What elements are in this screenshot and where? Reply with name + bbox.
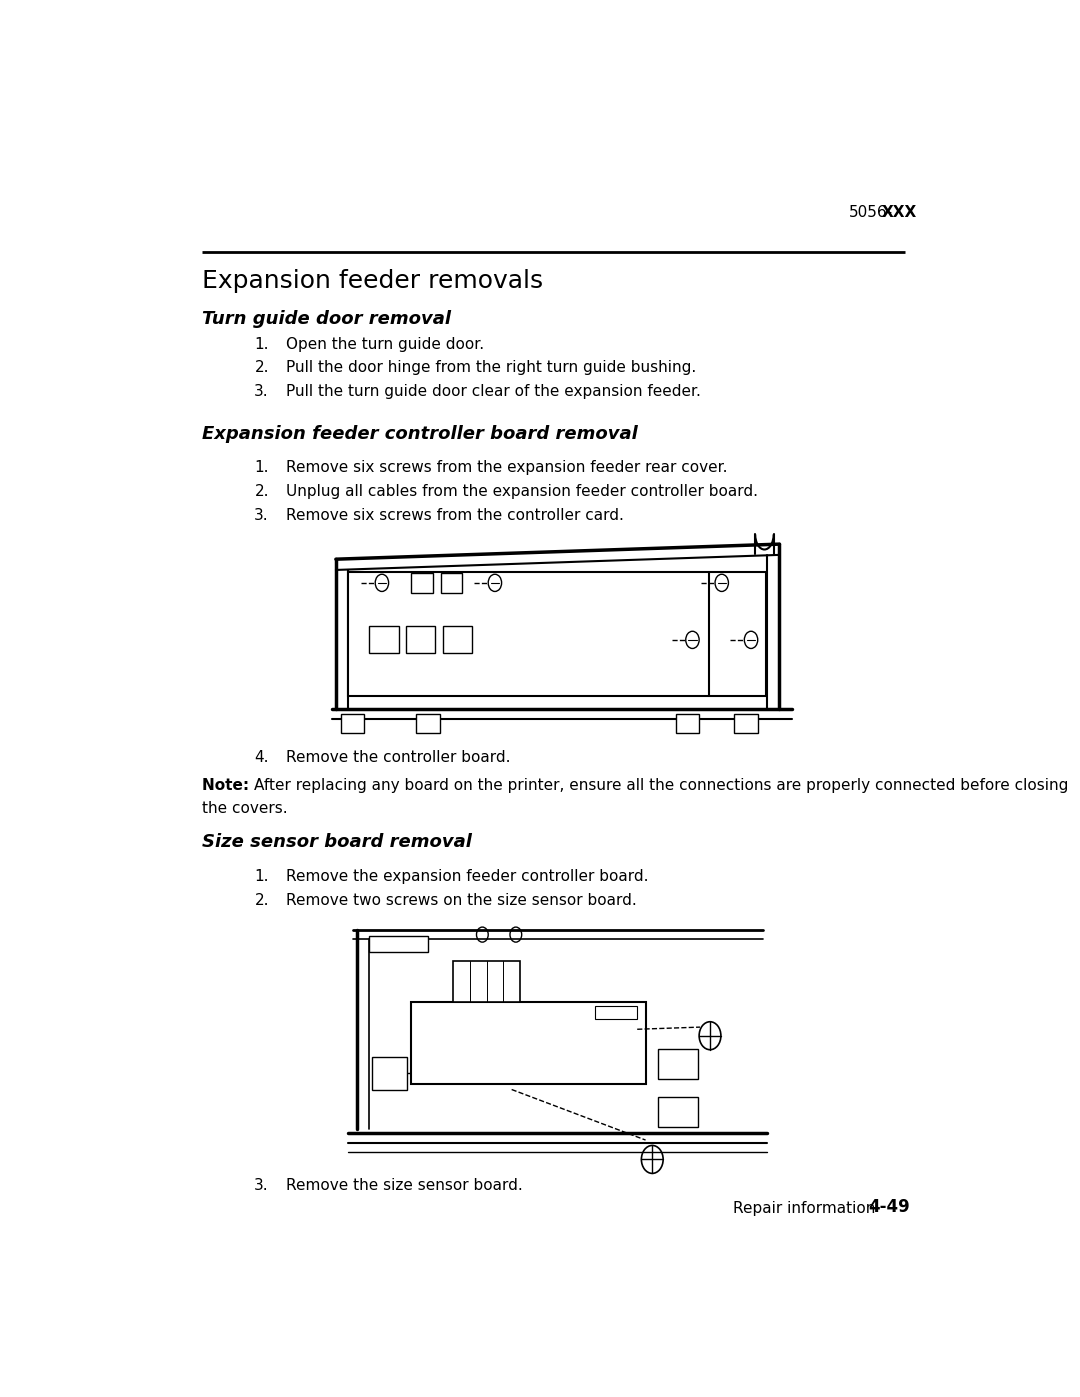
Text: 2.: 2. [255,893,269,908]
Text: Repair information: Repair information [733,1201,876,1217]
Text: Expansion feeder controller board removal: Expansion feeder controller board remova… [202,425,637,443]
Bar [369,626,399,652]
Text: 1.: 1. [255,337,269,352]
Text: Remove the expansion feeder controller board.: Remove the expansion feeder controller b… [285,869,648,884]
Bar [443,626,472,652]
Text: 3.: 3. [254,1178,269,1193]
Text: Remove six screws from the expansion feeder rear cover.: Remove six screws from the expansion fee… [285,460,727,475]
Text: Pull the door hinge from the right turn guide bushing.: Pull the door hinge from the right turn … [285,360,696,376]
Text: XXX: XXX [881,205,917,221]
Text: 3.: 3. [254,507,269,522]
Text: the covers.: the covers. [202,802,287,816]
Text: After replacing any board on the printer, ensure all the connections are properl: After replacing any board on the printer… [254,778,1068,792]
Bar [372,1058,407,1090]
Text: Unplug all cables from the expansion feeder controller board.: Unplug all cables from the expansion fee… [285,483,758,499]
Text: Remove the controller board.: Remove the controller board. [285,750,510,764]
Text: 4.: 4. [255,750,269,764]
Bar [441,573,462,592]
Bar [676,714,699,733]
Text: 5056-: 5056- [849,205,893,221]
Text: Remove two screws on the size sensor board.: Remove two screws on the size sensor boa… [285,893,636,908]
Bar [341,714,364,733]
Text: Remove six screws from the controller card.: Remove six screws from the controller ca… [285,507,623,522]
Bar [658,1097,699,1127]
Text: Turn guide door removal: Turn guide door removal [202,310,451,328]
Text: 1.: 1. [255,869,269,884]
Bar [416,714,440,733]
Text: 2.: 2. [255,360,269,376]
Bar [454,961,521,1003]
Text: 1.: 1. [255,460,269,475]
Text: 2.: 2. [255,483,269,499]
Bar [734,714,758,733]
Text: Pull the turn guide door clear of the expansion feeder.: Pull the turn guide door clear of the ex… [285,384,701,400]
Text: Remove the size sensor board.: Remove the size sensor board. [285,1178,523,1193]
Bar [369,936,428,951]
Bar [406,626,435,652]
Text: 4-49: 4-49 [868,1199,910,1217]
Bar [658,1049,699,1078]
Text: 3.: 3. [254,384,269,400]
Text: Size sensor board removal: Size sensor board removal [202,834,472,852]
Bar [349,573,766,696]
Bar [595,1006,637,1018]
Text: Expansion feeder removals: Expansion feeder removals [202,268,543,293]
Bar [411,1003,646,1084]
Bar [411,573,433,592]
Text: Open the turn guide door.: Open the turn guide door. [285,337,484,352]
Text: Note:: Note: [202,778,259,792]
